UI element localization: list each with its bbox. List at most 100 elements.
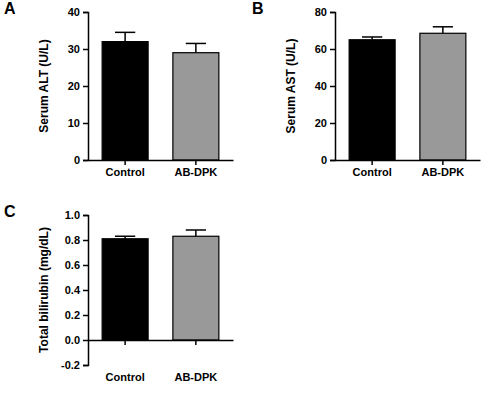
error-stem: [195, 43, 197, 52]
x-tick-mark: [195, 160, 197, 165]
y-tick-mark: [83, 290, 88, 292]
error-stem: [124, 32, 126, 41]
error-cap: [433, 26, 453, 28]
x-tick: AB-DPK: [174, 340, 217, 383]
x-tick-mark: [442, 160, 444, 165]
x-axis-line: [89, 340, 234, 342]
y-tick-label: 0.0: [65, 334, 80, 346]
y-tick-label: 0.8: [65, 234, 80, 246]
y-tick-mark: [330, 123, 335, 125]
y-tick-mark: [83, 86, 88, 88]
y-tick-mark: [83, 265, 88, 267]
x-axis: Control AB-DPK: [89, 340, 234, 383]
y-tick: 0: [321, 154, 335, 166]
y-axis-title: Serum ALT (U/L): [37, 39, 51, 132]
y-axis-line: [83, 216, 89, 366]
error-cap: [115, 32, 135, 34]
bar: [102, 42, 148, 160]
y-tick: 0.4: [65, 284, 88, 296]
x-tick-mark: [195, 340, 197, 345]
error-bar: [186, 43, 206, 52]
bar: [420, 33, 466, 160]
bar: [102, 239, 148, 340]
y-tick: 60: [315, 43, 335, 55]
y-tick: 30: [68, 43, 88, 55]
y-tick-label: 0.4: [65, 284, 81, 296]
y-tick: 20: [68, 80, 88, 92]
y-tick: 40: [68, 6, 88, 18]
y-tick-label: 20: [68, 80, 80, 92]
y-tick: 0.8: [65, 234, 88, 246]
panel: 0 20 40 60 80 Control AB-DPK Serum AST (U/L): [284, 6, 481, 178]
x-tick-label: Control: [106, 371, 145, 383]
y-tick-label: 0.2: [65, 309, 80, 321]
plot-area: [102, 32, 219, 160]
y-tick-label: 40: [68, 6, 80, 18]
y-tick-mark: [330, 160, 335, 162]
error-bar: [186, 230, 206, 236]
bar: [349, 40, 395, 160]
y-tick: 0.6: [65, 259, 88, 271]
x-tick: AB-DPK: [174, 160, 217, 178]
y-tick-label: 60: [315, 43, 327, 55]
x-axis: Control AB-DPK: [336, 160, 481, 178]
x-tick: Control: [106, 160, 145, 178]
y-tick: 40: [315, 80, 335, 92]
error-stem: [442, 27, 444, 33]
plot-area: [349, 27, 466, 160]
x-tick-mark: [371, 160, 373, 165]
error-bar: [433, 27, 453, 33]
y-tick: 20: [315, 117, 335, 129]
y-tick-mark: [83, 240, 88, 242]
y-tick-label: 0: [321, 154, 327, 166]
bar: [173, 53, 219, 160]
y-tick: -0.2: [61, 359, 88, 371]
panel-label: C: [4, 203, 16, 220]
y-tick-mark: [83, 215, 88, 217]
y-tick-mark: [83, 123, 88, 125]
x-axis-line: [336, 160, 481, 162]
error-stem: [195, 230, 197, 236]
y-tick-mark: [83, 49, 88, 51]
x-tick: Control: [353, 160, 392, 178]
x-tick-label: AB-DPK: [174, 371, 217, 383]
y-tick: 0: [74, 154, 88, 166]
y-tick-label: 20: [315, 117, 327, 129]
y-tick-mark: [83, 12, 88, 14]
y-tick-label: 30: [68, 43, 80, 55]
panel-label: A: [4, 0, 16, 17]
x-tick-label: Control: [106, 166, 145, 178]
y-tick-mark: [83, 365, 88, 367]
y-tick: 0.2: [65, 309, 88, 321]
y-tick-label: 80: [315, 6, 327, 18]
y-axis-title: Serum AST (U/L): [284, 39, 298, 134]
y-tick-mark: [83, 340, 88, 342]
panel: -0.2 0.0 0.2 0.4 0.6 0.8 1.0 Control AB-DPK Total…: [37, 209, 234, 383]
error-bar: [362, 37, 382, 40]
y-tick-mark: [330, 12, 335, 14]
x-tick-label: AB-DPK: [174, 166, 217, 178]
panel-label: B: [252, 0, 264, 17]
plot-area: [102, 230, 219, 340]
y-tick-mark: [83, 160, 88, 162]
x-tick-mark: [124, 340, 126, 345]
y-axis-line: [330, 13, 336, 161]
x-tick: AB-DPK: [421, 160, 464, 178]
error-cap: [186, 229, 206, 231]
error-bar: [115, 32, 135, 41]
y-tick: 80: [315, 6, 335, 18]
figure: 0 10 20 30 40 Control AB-DPK Serum ALT (U/L) A 0 2…: [0, 0, 502, 394]
y-axis-title: Total bilirubin (mg/dL): [37, 227, 51, 353]
x-axis-line: [89, 160, 234, 162]
y-tick: 10: [68, 117, 88, 129]
error-cap: [115, 236, 135, 238]
y-axis-line: [83, 13, 89, 161]
y-axis: 0 20 40 60 80: [315, 6, 336, 166]
y-tick-label: 1.0: [65, 209, 80, 221]
y-tick-mark: [83, 315, 88, 317]
y-tick-label: 0: [74, 154, 80, 166]
x-axis: Control AB-DPK: [89, 160, 234, 178]
panel: 0 10 20 30 40 Control AB-DPK Serum ALT (U/L): [37, 6, 234, 178]
bar: [173, 236, 219, 340]
x-tick-label: Control: [353, 166, 392, 178]
